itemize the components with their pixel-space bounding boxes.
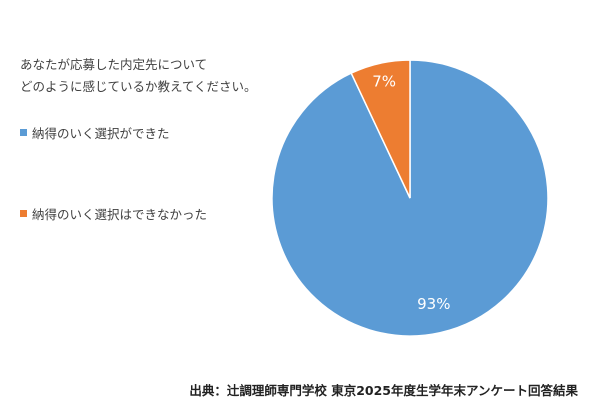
data-label-not-satisfied: 7% bbox=[372, 73, 396, 91]
question-line-2: どのように感じているか教えてください。 bbox=[20, 79, 257, 94]
question-line-1: あなたが応募した内定先について bbox=[20, 57, 208, 72]
legend-item-not-satisfied: 納得のいく選択はできなかった bbox=[20, 204, 207, 223]
legend-label-satisfied: 納得のいく選択ができた bbox=[32, 126, 170, 141]
legend-swatch-not-satisfied bbox=[20, 210, 27, 217]
legend-item-satisfied: 納得のいく選択ができた bbox=[20, 123, 170, 142]
question-text: あなたが応募した内定先について どのように感じているか教えてください。 bbox=[20, 54, 257, 98]
data-label-satisfied: 93% bbox=[417, 295, 450, 313]
pie-slice-not-satisfied bbox=[350, 59, 411, 199]
legend-label-not-satisfied: 納得のいく選択はできなかった bbox=[32, 207, 208, 222]
legend-swatch-satisfied bbox=[20, 129, 27, 136]
source-note: 出典：辻調理師専門学校 東京2025年度生学年末アンケート回答結果 bbox=[189, 383, 578, 398]
